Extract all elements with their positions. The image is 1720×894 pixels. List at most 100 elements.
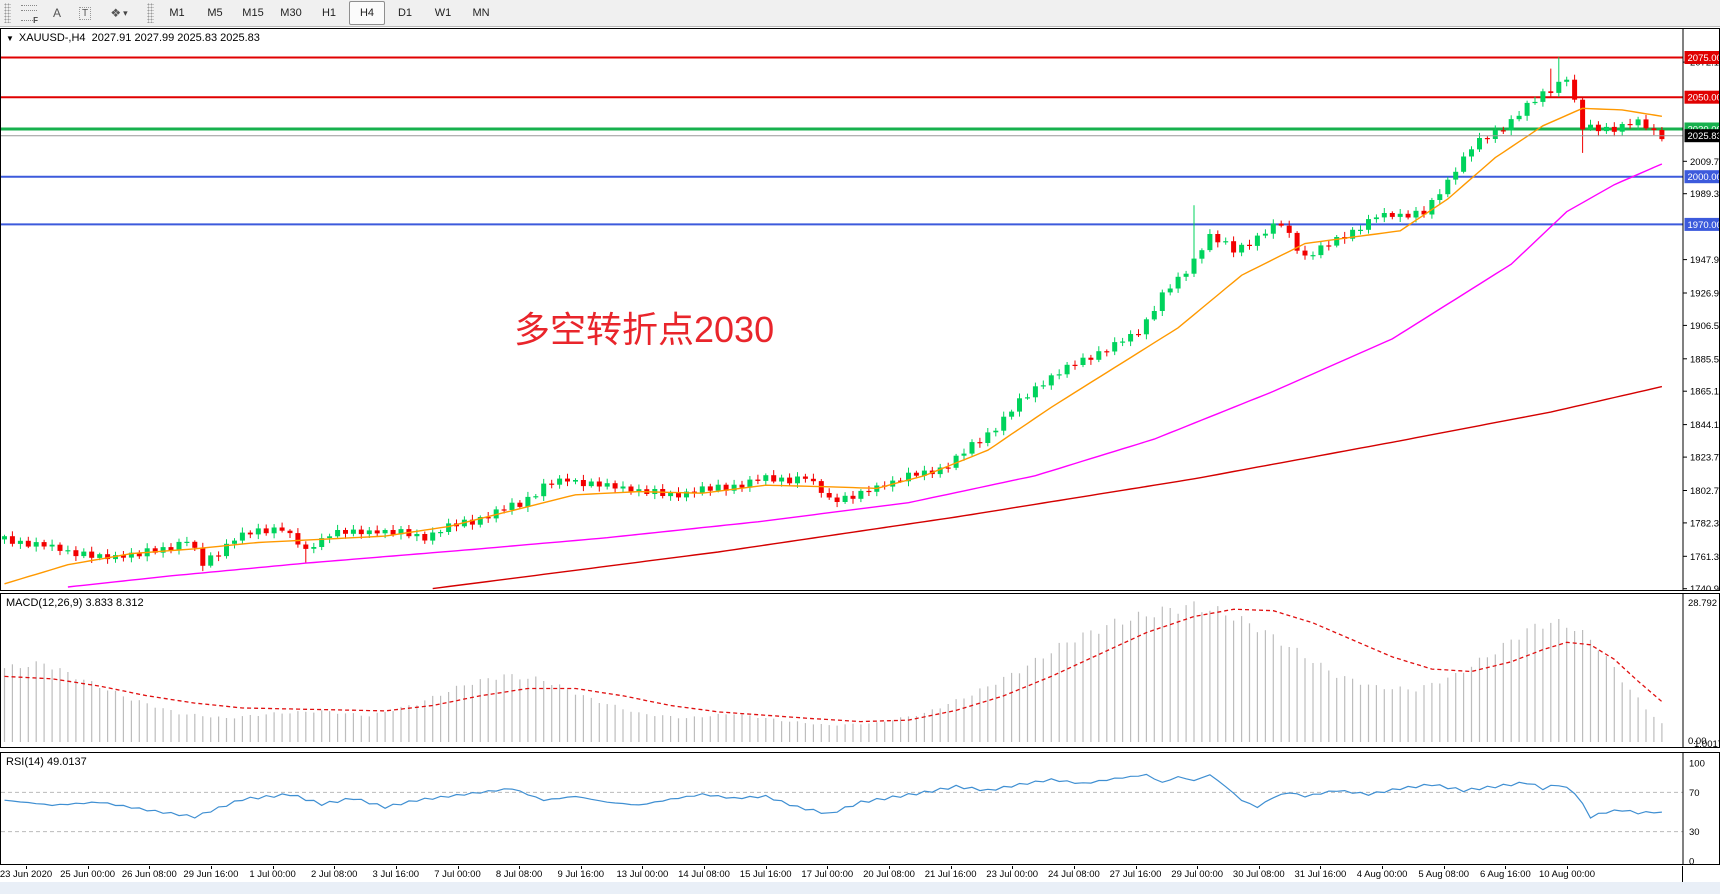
macd-label: MACD(12,26,9) 3.833 8.312 bbox=[6, 597, 144, 609]
rsi-pane[interactable]: RSI(14) 49.0137 100 70 30 0 bbox=[0, 752, 1720, 865]
time-axis-label: 29 Jul 00:00 bbox=[1171, 869, 1224, 880]
timeframe-button-mn[interactable]: MN bbox=[472, 7, 490, 19]
time-axis-label: 17 Jul 00:00 bbox=[801, 869, 854, 880]
svg-text:28.792: 28.792 bbox=[1688, 598, 1717, 609]
svg-text:1970.00: 1970.00 bbox=[1688, 220, 1720, 231]
svg-text:2000.00: 2000.00 bbox=[1688, 172, 1720, 183]
svg-text:1947.90: 1947.90 bbox=[1690, 255, 1719, 266]
rsi-label: RSI(14) 49.0137 bbox=[6, 756, 87, 768]
svg-text:30: 30 bbox=[1689, 827, 1700, 838]
svg-text:1740.90: 1740.90 bbox=[1690, 584, 1719, 590]
time-axis-tick bbox=[1443, 866, 1445, 869]
time-axis-tick bbox=[1073, 866, 1075, 869]
time-axis-label: 23 Jun 2020 bbox=[0, 869, 53, 880]
time-axis-tick bbox=[642, 866, 644, 869]
time-axis-tick bbox=[457, 866, 459, 869]
time-axis-tick bbox=[210, 866, 212, 869]
timeframe-button-h4[interactable]: H4 bbox=[349, 1, 385, 25]
time-axis-tick bbox=[704, 866, 705, 869]
time-axis-tick bbox=[827, 866, 829, 869]
svg-text:1823.70: 1823.70 bbox=[1690, 453, 1719, 464]
svg-text:1926.90: 1926.90 bbox=[1690, 289, 1719, 300]
svg-text:1844.10: 1844.10 bbox=[1690, 420, 1719, 431]
time-axis-label: 13 Jul 00:00 bbox=[616, 869, 669, 880]
time-axis-label: 20 Jul 08:00 bbox=[863, 869, 915, 880]
timeframe-button-d1[interactable]: D1 bbox=[397, 7, 413, 19]
bottom-strip bbox=[0, 882, 1720, 894]
svg-text:1865.10: 1865.10 bbox=[1690, 387, 1719, 398]
timeframe-button-h1[interactable]: H1 bbox=[321, 7, 337, 19]
time-axis-tick bbox=[272, 866, 274, 869]
text-tool-button[interactable]: A bbox=[44, 1, 70, 25]
svg-text:1885.50: 1885.50 bbox=[1690, 354, 1719, 365]
timeframe-button-m30[interactable]: M30 bbox=[280, 7, 302, 19]
svg-text:0.00: 0.00 bbox=[1688, 736, 1707, 747]
time-axis-tick bbox=[1197, 866, 1199, 869]
svg-text:2075.00: 2075.00 bbox=[1688, 53, 1720, 64]
time-axis-label: 27 Jul 16:00 bbox=[1109, 869, 1162, 880]
time-axis-tick bbox=[950, 866, 952, 869]
svg-text:100: 100 bbox=[1689, 759, 1705, 770]
time-axis-tick bbox=[149, 866, 151, 869]
svg-text:2050.00: 2050.00 bbox=[1688, 93, 1720, 104]
svg-text:0: 0 bbox=[1689, 857, 1694, 865]
time-axis-tick bbox=[1135, 866, 1137, 869]
price-chart-canvas[interactable]: 2072.102009.701989.301947.901926.901906.… bbox=[1, 29, 1719, 590]
time-axis-label: 3 Jul 16:00 bbox=[372, 869, 420, 880]
fibonacci-tool-button[interactable]: F bbox=[16, 1, 42, 25]
macd-pane[interactable]: MACD(12,26,9) 3.833 8.312 28.792 0.00 1.00… bbox=[0, 593, 1720, 748]
shapes-icon: ❖ bbox=[110, 6, 122, 20]
time-axis-tick bbox=[1258, 866, 1260, 869]
toolbar: F A T ❖ ▾ M1 M5 M15 M30 H1 H4 D1 W1 MN bbox=[0, 0, 1720, 27]
chevron-down-icon: ▾ bbox=[123, 7, 128, 18]
timeframe-button-m15[interactable]: M15 bbox=[242, 7, 264, 19]
time-axis-tick bbox=[1382, 866, 1384, 869]
svg-text:2025.83: 2025.83 bbox=[1688, 131, 1720, 142]
timeframe-button-w1[interactable]: W1 bbox=[434, 7, 452, 19]
time-axis[interactable]: 23 Jun 2020 25 Jun 00:00 26 Jun 08:00 29 Ju… bbox=[0, 866, 1720, 882]
text-a-icon: A bbox=[52, 6, 61, 20]
toolbar-grip[interactable] bbox=[147, 3, 154, 23]
time-axis-tick bbox=[395, 866, 397, 869]
time-axis-tick bbox=[580, 866, 582, 869]
time-axis-label: 2 Jul 08:00 bbox=[310, 869, 358, 880]
time-axis-label: 5 Aug 08:00 bbox=[1418, 869, 1470, 880]
time-axis-label: 7 Jul 00:00 bbox=[434, 869, 481, 880]
main-chart-pane[interactable]: ▼ XAUUSD-,H4 2027.91 2027.99 2025.83 202… bbox=[0, 28, 1720, 591]
time-axis-label: 15 Jul 16:00 bbox=[739, 869, 792, 880]
time-axis-tick bbox=[87, 866, 89, 869]
chart-annotation-text: 多空转折点2030 bbox=[514, 309, 775, 350]
time-axis-tick bbox=[1320, 866, 1322, 869]
symbol-dropdown-icon[interactable]: ▼ bbox=[6, 33, 14, 43]
time-axis-label: 8 Jul 08:00 bbox=[495, 869, 543, 880]
svg-text:1906.50: 1906.50 bbox=[1690, 321, 1719, 332]
time-axis-label: 29 Jun 16:00 bbox=[183, 869, 239, 880]
svg-text:2009.70: 2009.70 bbox=[1690, 157, 1719, 168]
svg-text:1802.70: 1802.70 bbox=[1690, 486, 1719, 497]
time-axis-label: 6 Aug 16:00 bbox=[1480, 869, 1531, 880]
shapes-tool-button[interactable]: ❖ ▾ bbox=[100, 1, 138, 25]
time-axis-tick bbox=[1567, 866, 1568, 869]
time-axis-label: 10 Aug 00:00 bbox=[1539, 869, 1595, 880]
text-label-icon: T bbox=[78, 6, 92, 20]
label-tool-button[interactable]: T bbox=[72, 1, 98, 25]
timeframe-button-m1[interactable]: M1 bbox=[169, 7, 185, 19]
time-axis-tick bbox=[1012, 866, 1014, 869]
time-axis-tick bbox=[519, 866, 521, 869]
time-axis-label: 4 Aug 00:00 bbox=[1356, 869, 1408, 880]
svg-text:70: 70 bbox=[1689, 788, 1700, 799]
time-axis-label: 1 Jul 00:00 bbox=[249, 869, 296, 880]
chart-header: ▼ XAUUSD-,H4 2027.91 2027.99 2025.83 202… bbox=[6, 32, 260, 44]
toolbar-grip[interactable] bbox=[4, 3, 11, 23]
time-axis-label: 31 Jul 16:00 bbox=[1294, 869, 1347, 880]
svg-text:1761.30: 1761.30 bbox=[1690, 552, 1719, 563]
time-axis-label: 25 Jun 00:00 bbox=[60, 869, 116, 880]
timeframe-button-group: M1 M5 M15 M30 H1 H4 D1 W1 MN bbox=[158, 1, 500, 25]
time-axis-label: 21 Jul 16:00 bbox=[924, 869, 977, 880]
svg-text:1782.30: 1782.30 bbox=[1690, 518, 1719, 529]
rsi-canvas[interactable]: 100 70 30 0 bbox=[1, 753, 1719, 864]
time-axis-label: 23 Jul 00:00 bbox=[986, 869, 1039, 880]
timeframe-button-m5[interactable]: M5 bbox=[207, 7, 223, 19]
svg-text:1989.30: 1989.30 bbox=[1690, 189, 1719, 200]
